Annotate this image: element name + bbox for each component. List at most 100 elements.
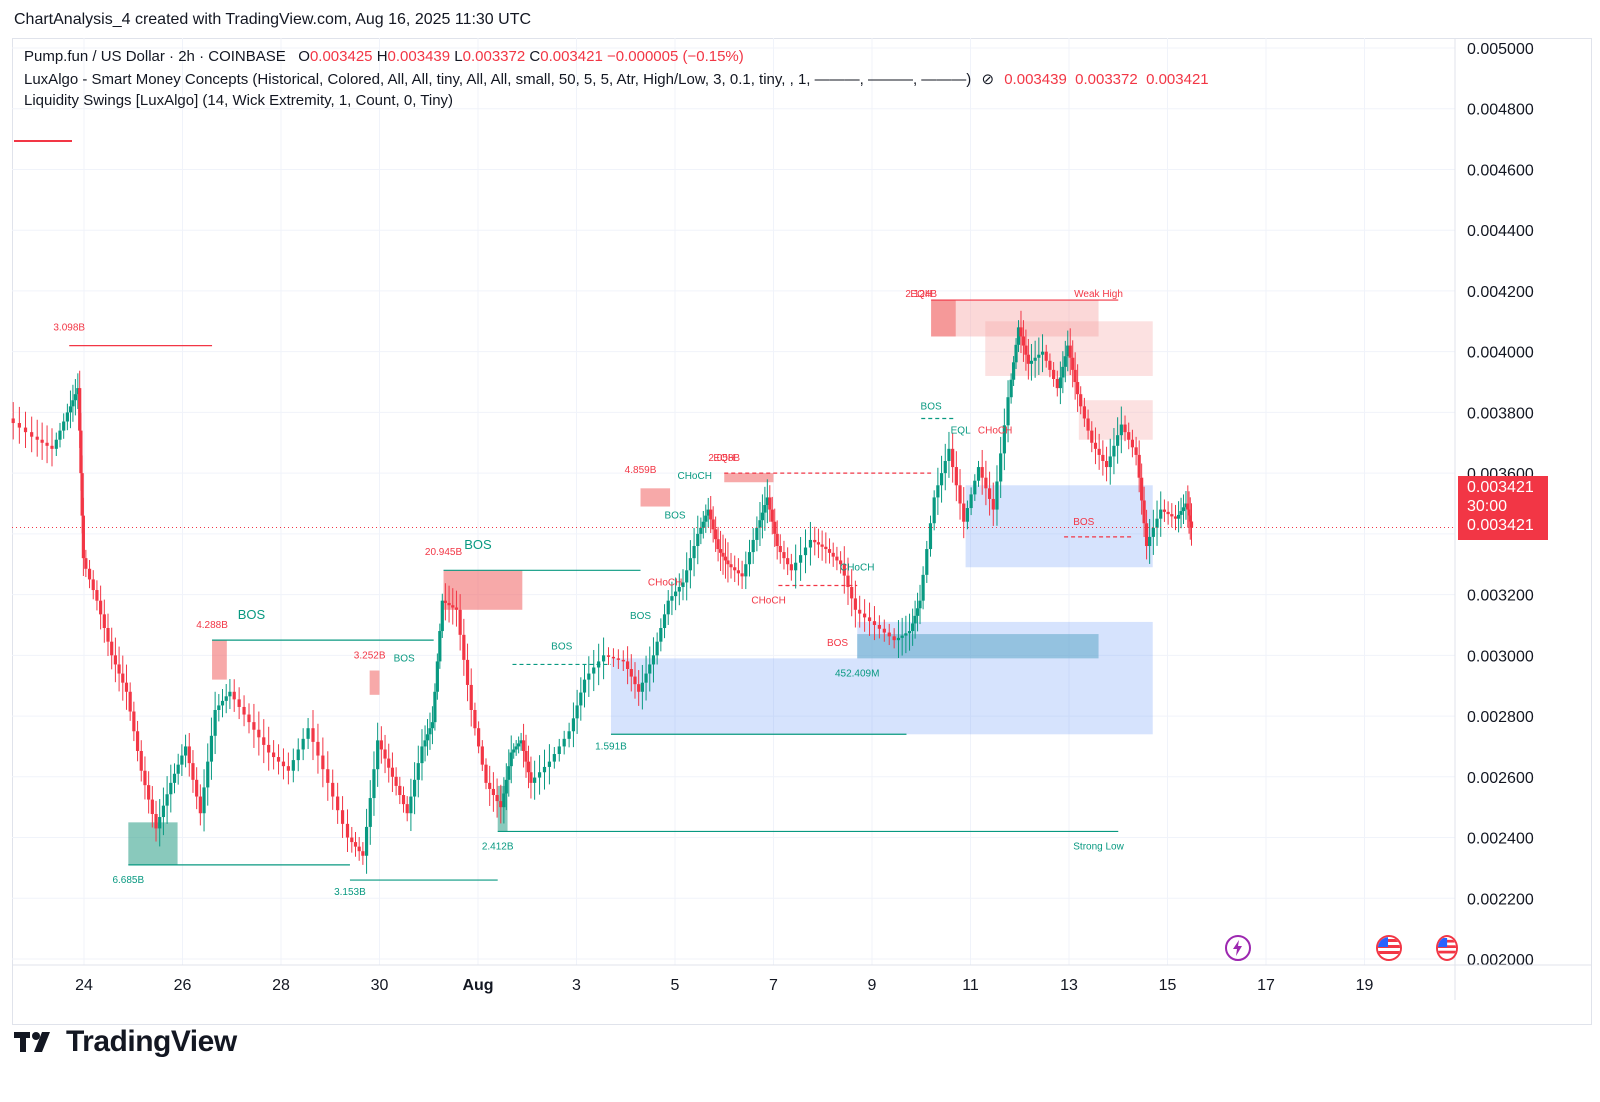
candle-body (601, 655, 606, 662)
candle-body (537, 772, 542, 778)
candle-body (662, 614, 667, 629)
candle-body (135, 731, 140, 751)
chart-frame[interactable] (12, 38, 1592, 1025)
candle-body (765, 497, 769, 506)
legend-indicator-liquidity[interactable]: Liquidity Swings [LuxAlgo] (14, Wick Ext… (24, 92, 453, 109)
candle-body (729, 564, 733, 568)
candle-body (272, 752, 276, 758)
candle-body (45, 442, 49, 446)
structure-label: EQH (713, 453, 735, 464)
candle-body (674, 591, 678, 597)
candle-body (644, 673, 648, 683)
candle-body (775, 533, 779, 547)
candle-body (587, 673, 591, 680)
candle-body (882, 628, 886, 633)
candle-body (311, 728, 315, 742)
liquidity-volume-label: 2.412B (482, 842, 514, 853)
candle-body (616, 658, 620, 660)
candle-body (831, 552, 835, 557)
candle-body (533, 777, 537, 783)
candle-body (1144, 523, 1149, 547)
candle-body (296, 749, 300, 761)
candle-body (321, 755, 325, 770)
candle-body (172, 773, 177, 783)
last-price-tag: 0.003421 30:00 0.003421 (1458, 476, 1548, 540)
legend-open-value: 0.003425 (309, 48, 373, 65)
candle-body (521, 740, 526, 751)
candle-body (954, 467, 958, 486)
candle-body (128, 691, 132, 712)
candle-body (213, 709, 217, 736)
indicator-smc-value-3: 0.003421 (1146, 71, 1209, 88)
x-tick-label: 5 (671, 977, 680, 994)
candle-body (958, 485, 962, 504)
candle-body (562, 738, 566, 747)
legend-symbol-row[interactable]: Pump.fun / US Dollar · 2h · COINBASE O0.… (24, 48, 744, 65)
candle-body (1019, 327, 1023, 337)
tradingview-logo-icon (14, 1032, 50, 1052)
candle-body (798, 555, 803, 563)
candle-body (512, 749, 516, 753)
us-flag-icon[interactable] (1376, 935, 1402, 961)
last-price-value-2: 0.003421 (1467, 517, 1534, 534)
candle-body (526, 761, 531, 773)
candle-body (438, 631, 442, 662)
candle-body (1079, 394, 1083, 407)
candle-body (252, 722, 256, 730)
candle-body (50, 445, 54, 449)
candle-body (773, 521, 777, 534)
candle-body (1058, 377, 1062, 389)
candle-body (91, 579, 95, 591)
legend-symbol: Pump.fun / US Dollar · 2h · COINBASE (24, 48, 286, 65)
candle-body (740, 573, 744, 577)
candle-body (947, 448, 951, 461)
candle-body (744, 564, 748, 577)
legend-low-value: 0.003372 (462, 48, 526, 65)
liquidity-volume-label: 1.591B (595, 741, 627, 752)
tradingview-logo[interactable]: TradingView (14, 1025, 237, 1059)
candle-body (751, 539, 755, 553)
candle-body (504, 779, 508, 794)
candle-body (557, 746, 561, 755)
candle-body (813, 539, 817, 543)
candle-body (1011, 362, 1016, 380)
candle-body (962, 503, 966, 522)
candle-body (1044, 351, 1048, 361)
eye-slash-icon[interactable]: ⊘ (981, 71, 995, 88)
candle-body (1184, 503, 1188, 508)
price-chart[interactable]: 0.005000 0.004800 0.004600 0.004400 0.004200… (0, 0, 1600, 1025)
structure-label: BOS (238, 607, 266, 622)
candle-body (368, 798, 372, 827)
candle-body (58, 430, 62, 440)
candle-body (364, 826, 369, 856)
candle-body (677, 587, 681, 592)
candle-body (68, 406, 73, 413)
legend-change: −0.000005 (−0.15%) (606, 48, 744, 65)
candle-body (458, 609, 462, 635)
supply-zone (1078, 400, 1153, 440)
candle-body (685, 570, 689, 583)
candle-body (542, 766, 547, 773)
candle-body (447, 602, 451, 606)
candle-body (519, 740, 523, 744)
candle-body (430, 722, 435, 729)
candle-body (247, 714, 251, 723)
legend-indicator-smc[interactable]: LuxAlgo - Smart Money Concepts (Historic… (24, 70, 1209, 88)
candle-body (1148, 536, 1152, 547)
candle-body (896, 637, 901, 641)
candle-body (529, 772, 533, 783)
lightning-icon[interactable] (1225, 935, 1251, 961)
candle-body (87, 568, 92, 580)
candle-body (291, 760, 295, 771)
candle-body (1151, 527, 1155, 537)
candle-body (913, 615, 917, 624)
candle-body (35, 436, 39, 440)
candle-body (507, 766, 511, 780)
candle-body (30, 432, 34, 437)
candle-body (1016, 327, 1021, 345)
candle-body (1170, 514, 1174, 517)
candle-body (782, 552, 786, 559)
candle-body (1112, 445, 1116, 457)
us-flag-icon[interactable] (1436, 935, 1458, 961)
liquidity-volume-label: 4.859B (625, 465, 657, 476)
